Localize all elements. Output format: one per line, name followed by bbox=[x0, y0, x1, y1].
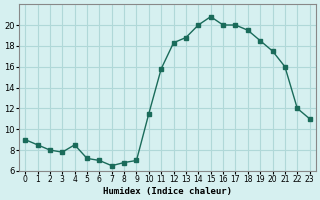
X-axis label: Humidex (Indice chaleur): Humidex (Indice chaleur) bbox=[103, 187, 232, 196]
